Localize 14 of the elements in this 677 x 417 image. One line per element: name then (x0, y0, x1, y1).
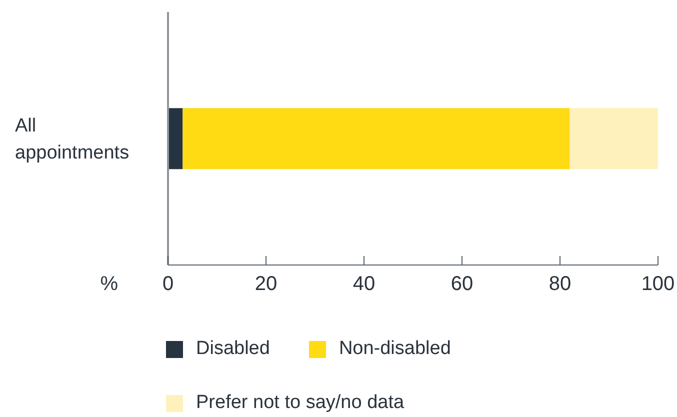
x-tick-label: 60 (450, 273, 474, 295)
y-tick-label: All appointments (15, 116, 130, 164)
x-tick-label: 0 (162, 273, 174, 295)
x-tick-label: 100 (641, 273, 675, 295)
x-tick-label: 40 (352, 273, 376, 295)
legend-label: Disabled (196, 338, 270, 360)
x-axis-title: % (100, 273, 118, 296)
x-tick-label: 80 (548, 273, 572, 295)
x-tick-label: 20 (254, 273, 278, 295)
bar (570, 108, 658, 170)
legend-label: Prefer not to say/no data (196, 392, 404, 414)
bar (182, 108, 570, 170)
bar (168, 108, 183, 170)
legend-label: Non-disabled (338, 338, 451, 360)
